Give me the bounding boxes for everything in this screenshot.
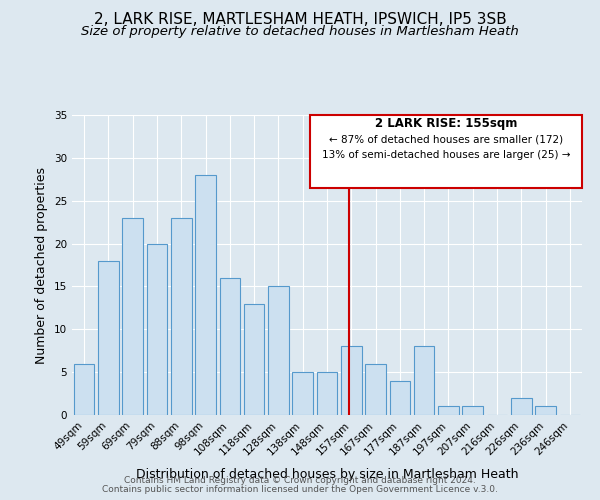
Bar	[220, 278, 240, 415]
Text: Contains public sector information licensed under the Open Government Licence v.: Contains public sector information licen…	[102, 485, 498, 494]
Bar	[122, 218, 143, 415]
Bar	[511, 398, 532, 415]
Bar	[244, 304, 265, 415]
Bar	[292, 372, 313, 415]
Bar	[317, 372, 337, 415]
Bar	[463, 406, 483, 415]
X-axis label: Distribution of detached houses by size in Martlesham Heath: Distribution of detached houses by size …	[136, 468, 518, 481]
Text: 2, LARK RISE, MARTLESHAM HEATH, IPSWICH, IP5 3SB: 2, LARK RISE, MARTLESHAM HEATH, IPSWICH,…	[94, 12, 506, 28]
Text: ← 87% of detached houses are smaller (172): ← 87% of detached houses are smaller (17…	[329, 135, 563, 145]
Text: 2 LARK RISE: 155sqm: 2 LARK RISE: 155sqm	[375, 118, 517, 130]
Bar	[438, 406, 459, 415]
Bar	[414, 346, 434, 415]
Bar	[98, 260, 119, 415]
Bar	[74, 364, 94, 415]
Bar	[535, 406, 556, 415]
Bar	[146, 244, 167, 415]
Bar	[171, 218, 191, 415]
Text: Contains HM Land Registry data © Crown copyright and database right 2024.: Contains HM Land Registry data © Crown c…	[124, 476, 476, 485]
Bar	[195, 175, 216, 415]
Bar	[268, 286, 289, 415]
Bar	[341, 346, 362, 415]
Y-axis label: Number of detached properties: Number of detached properties	[35, 166, 49, 364]
Text: Size of property relative to detached houses in Martlesham Heath: Size of property relative to detached ho…	[81, 25, 519, 38]
Bar	[389, 380, 410, 415]
Bar	[365, 364, 386, 415]
Text: 13% of semi-detached houses are larger (25) →: 13% of semi-detached houses are larger (…	[322, 150, 570, 160]
